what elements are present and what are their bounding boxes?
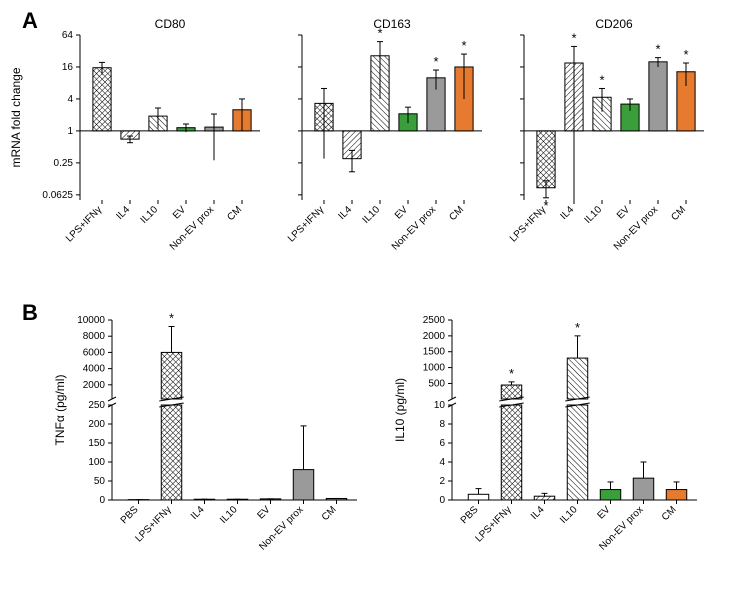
svg-text:2: 2 — [439, 476, 445, 487]
svg-text:2000: 2000 — [83, 380, 106, 391]
svg-text:150: 150 — [88, 438, 105, 449]
panelA-chart-0: CD800.06250.25141664LPS+IFNγIL4IL10EVNon… — [42, 17, 260, 253]
svg-text:*: * — [571, 30, 576, 45]
svg-text:IL10: IL10 — [139, 204, 161, 226]
svg-text:*: * — [461, 38, 466, 53]
panelB-chart-1: 0 2 4 6 8 10 500 1000 1500 2000 2500 IL10 (pg/ml) PB… — [393, 315, 697, 553]
panelB-chart-0: 0 50 100 150 200 250 2000 4000 6000 8000 10000 TNFα… — [53, 310, 357, 552]
svg-text:EV: EV — [171, 204, 188, 221]
svg-text:CM: CM — [447, 204, 466, 223]
svg-text:8: 8 — [439, 419, 445, 430]
svg-text:8000: 8000 — [83, 331, 106, 342]
panelA-chart-1: CD163LPS+IFNγIL4*IL10EV*Non-EV prox*CM — [286, 17, 482, 253]
svg-text:1: 1 — [67, 126, 73, 137]
svg-text:IL10: IL10 — [558, 504, 580, 526]
svg-text:0.25: 0.25 — [54, 158, 74, 169]
svg-text:LPS+IFNγ: LPS+IFNγ — [64, 204, 104, 244]
svg-text:250: 250 — [88, 400, 105, 411]
svg-text:IL10: IL10 — [583, 204, 605, 226]
svg-text:*: * — [599, 72, 604, 87]
svg-text:64: 64 — [62, 30, 74, 41]
svg-text:IL10 (pg/ml): IL10 (pg/ml) — [393, 378, 407, 442]
svg-text:LPS+IFNγ: LPS+IFNγ — [133, 504, 173, 544]
svg-text:6000: 6000 — [83, 347, 106, 358]
svg-text:CM: CM — [669, 204, 688, 223]
svg-text:0.0625: 0.0625 — [42, 190, 73, 201]
svg-text:200: 200 — [88, 419, 105, 430]
svg-text:PBS: PBS — [459, 504, 481, 526]
svg-text:*: * — [377, 26, 382, 41]
svg-text:4000: 4000 — [83, 364, 106, 375]
svg-text:EV: EV — [595, 504, 612, 521]
svg-text:EV: EV — [393, 204, 410, 221]
svg-text:CM: CM — [660, 504, 679, 523]
svg-text:2500: 2500 — [423, 315, 446, 326]
svg-text:B: B — [22, 300, 38, 325]
svg-text:CM: CM — [320, 504, 339, 523]
svg-text:*: * — [683, 47, 688, 62]
svg-text:PBS: PBS — [119, 504, 141, 526]
svg-text:EV: EV — [615, 204, 632, 221]
svg-text:500: 500 — [428, 378, 445, 389]
figure-container: { "figure": { "panel_label_fontsize": 22… — [0, 0, 747, 591]
svg-text:mRNA fold change: mRNA fold change — [9, 67, 23, 167]
svg-text:TNFα (pg/ml): TNFα (pg/ml) — [53, 375, 67, 446]
svg-text:*: * — [509, 366, 514, 381]
svg-text:A: A — [22, 8, 38, 33]
svg-text:10: 10 — [434, 400, 446, 411]
svg-text:CD206: CD206 — [595, 17, 633, 31]
svg-text:IL10: IL10 — [218, 504, 240, 526]
svg-text:10000: 10000 — [77, 315, 105, 326]
svg-text:IL4: IL4 — [337, 204, 355, 222]
svg-text:LPS+IFNγ: LPS+IFNγ — [473, 504, 513, 544]
svg-text:IL10: IL10 — [361, 204, 383, 226]
svg-text:0: 0 — [439, 495, 445, 506]
svg-text:IL4: IL4 — [529, 504, 547, 522]
svg-text:100: 100 — [88, 457, 105, 468]
svg-text:*: * — [575, 320, 580, 335]
svg-text:*: * — [433, 54, 438, 69]
svg-text:IL4: IL4 — [189, 504, 207, 522]
svg-text:LPS+IFNγ: LPS+IFNγ — [508, 204, 548, 244]
svg-text:CM: CM — [225, 204, 244, 223]
svg-text:6: 6 — [439, 438, 445, 449]
svg-text:1500: 1500 — [423, 347, 446, 358]
svg-text:50: 50 — [94, 476, 106, 487]
svg-text:*: * — [655, 42, 660, 57]
svg-text:*: * — [169, 310, 174, 325]
panelA-chart-2: CD206*LPS+IFNγ*IL4*IL10EV*Non-EV prox*CM — [508, 17, 704, 253]
svg-text:0: 0 — [99, 495, 105, 506]
svg-text:EV: EV — [255, 504, 272, 521]
svg-text:2000: 2000 — [423, 331, 446, 342]
svg-text:IL4: IL4 — [115, 204, 133, 222]
svg-text:CD80: CD80 — [155, 17, 186, 31]
svg-text:LPS+IFNγ: LPS+IFNγ — [286, 204, 326, 244]
figure-svg: AmRNA fold changeCD800.06250.25141664LPS… — [0, 0, 747, 591]
svg-text:4: 4 — [439, 457, 445, 468]
svg-text:IL4: IL4 — [559, 204, 577, 222]
svg-text:4: 4 — [67, 94, 73, 105]
svg-text:1000: 1000 — [423, 363, 446, 374]
svg-text:16: 16 — [62, 62, 74, 73]
